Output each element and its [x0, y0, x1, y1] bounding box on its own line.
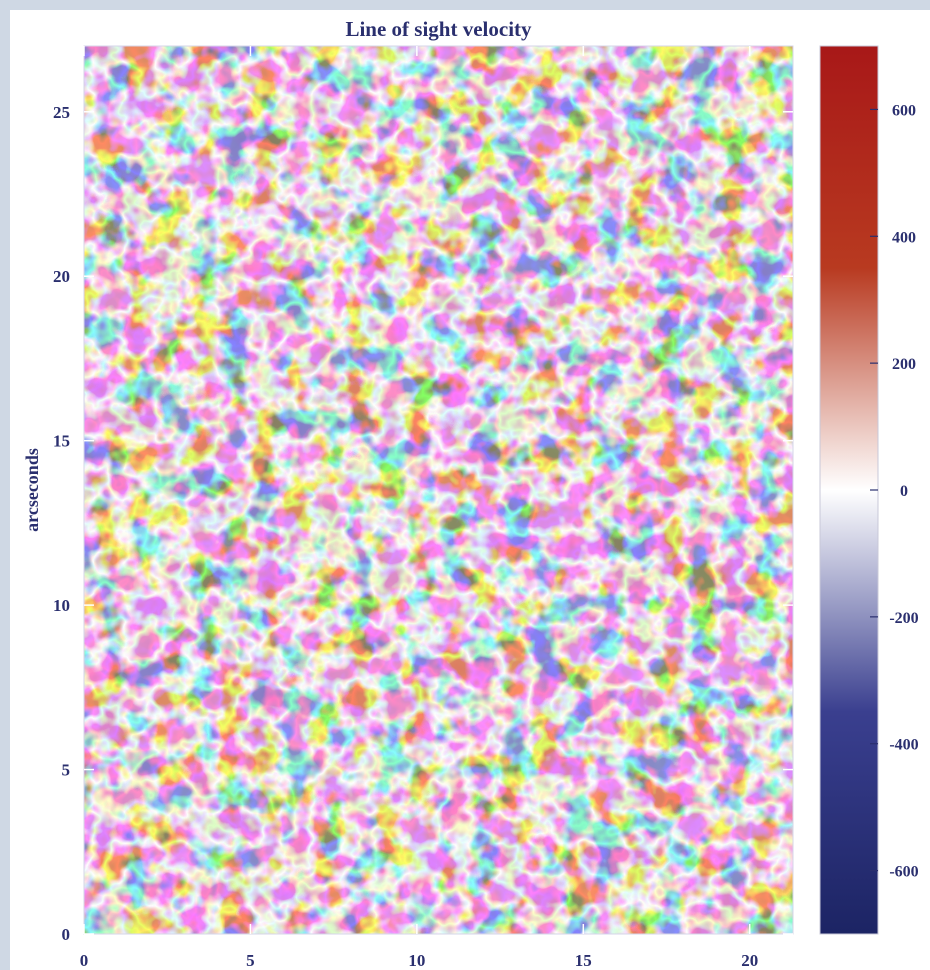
x-tick-label: 10: [408, 951, 425, 970]
colorbar-tick-label: 200: [892, 356, 916, 373]
x-tick-label: 0: [80, 951, 89, 970]
y-tick-label: 10: [53, 596, 70, 615]
colorbar-tick-label: 0: [900, 483, 908, 500]
heatmap-image: [84, 46, 793, 934]
plot-border: [83, 45, 794, 935]
colorbar-tick-label: 600: [892, 102, 916, 119]
chart-title: Line of sight velocity: [345, 17, 532, 41]
colorbar: [819, 45, 879, 935]
y-tick-label: 25: [53, 103, 70, 122]
y-axis-label: arcseconds: [22, 448, 42, 532]
x-tick-label: 20: [741, 951, 758, 970]
y-tick-label: 15: [53, 432, 70, 451]
colorbar-tick-label: -200: [889, 610, 918, 627]
x-tick-label: 5: [246, 951, 255, 970]
y-tick-label: 0: [62, 925, 71, 944]
y-tick-label: 5: [62, 761, 71, 780]
colorbar-tick-label: -400: [889, 737, 918, 754]
x-tick-label: 15: [575, 951, 592, 970]
colorbar-tick-label: -600: [889, 864, 918, 881]
y-tick-label: 20: [53, 267, 70, 286]
colorbar-tick-label: 400: [892, 229, 916, 246]
